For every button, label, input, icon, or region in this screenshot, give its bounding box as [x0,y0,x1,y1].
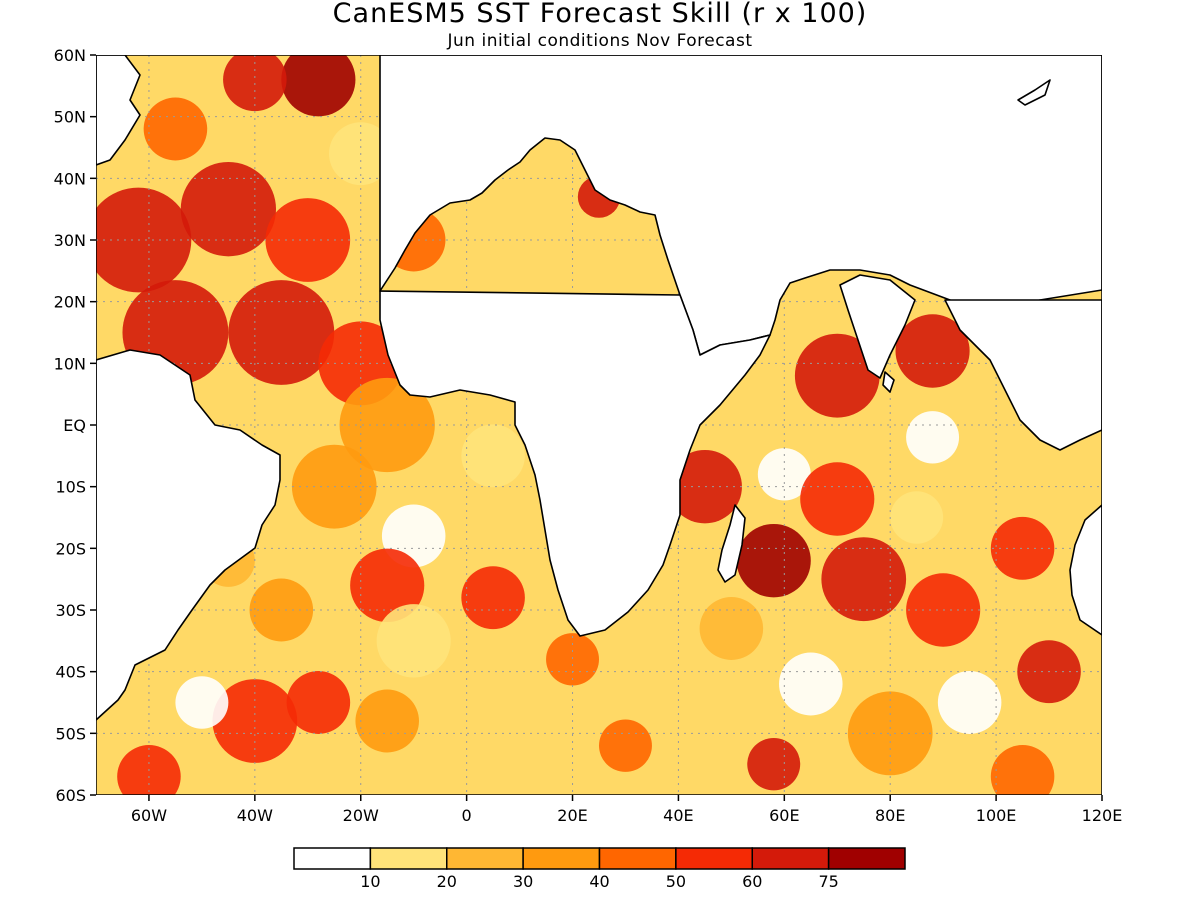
lon-tick-label: 60E [769,806,799,825]
southeast-asia-coast [944,299,1102,451]
lat-tick-label: 50N [54,108,86,127]
skill-region-39 [890,491,944,544]
skill-region-33 [895,314,970,388]
skill-region-20 [376,604,451,678]
lat-tick-label: 40N [54,169,86,188]
lon-tick-label: 40W [237,806,273,825]
skill-region-13 [461,424,525,488]
lon-tick-label: 60W [131,806,167,825]
colorbar-swatch [751,847,830,870]
north-america-coast [96,55,141,166]
india-coast [839,274,916,379]
skill-region-30 [667,449,742,524]
south-america-coast [96,349,281,721]
lon-tick-label: 100E [976,806,1017,825]
lat-tick-label: EQ [63,416,86,435]
colorbar-swatch [293,847,372,870]
latitude-axis: 60N 50N 40N 30N 20N 10N EQ 10S 20S 30S 40S 50S 60S [54,46,96,805]
skill-region-46 [990,745,1055,795]
colorbar-label: 20 [437,872,457,891]
skill-region-22 [286,671,351,734]
skill-field [96,55,1081,795]
colorbar-label: 40 [589,872,609,891]
colorbar-swatch [369,847,448,870]
skill-region-43 [937,671,1002,734]
lat-tick-label: 30N [54,231,86,250]
northeast-asia-islands [1017,79,1051,106]
colorbar-label: 30 [513,872,533,891]
lon-tick-label: 120E [1082,806,1123,825]
skill-region-9 [143,97,208,161]
skill-region-45 [779,652,843,716]
skill-region-26 [546,633,599,686]
skill-region-24 [175,676,229,729]
colorbar-swatch [522,847,601,870]
colorbar-swatch [675,847,753,870]
colorbar-swatch [827,847,906,870]
lon-tick-label: 40E [663,806,693,825]
skill-region-16 [350,548,425,623]
skill-region-0 [96,187,192,293]
australia-coast [1069,504,1102,636]
lon-tick-label: 20E [557,806,587,825]
land-masses [96,55,1102,721]
skill-region-4 [228,280,335,385]
skill-region-37 [800,462,875,536]
longitude-axis: 60W 40W 20W 0 20E 40E 60E 80E 100E 120E [131,795,1122,825]
lat-tick-label: 50S [55,724,86,743]
skill-region-31 [757,448,811,501]
skill-region-6 [281,55,356,117]
lat-tick-label: 40S [55,663,86,682]
colorbar-label: 10 [360,872,380,891]
africa-coast [379,290,771,637]
colorbar-label: 50 [666,872,686,891]
skill-region-35 [821,537,907,622]
lat-tick-label: 20N [54,293,86,312]
skill-region-40 [990,516,1055,580]
skill-region-29 [599,719,652,772]
madagascar-coast [717,504,746,583]
lat-tick-label: 30S [55,601,86,620]
skill-region-1 [180,161,277,257]
map-title: CanESM5 SST Forecast Skill (r x 100) [333,0,868,29]
lon-tick-label: 0 [462,806,472,825]
lat-tick-label: 60N [54,46,86,65]
sri-lanka-coast [882,371,895,393]
skill-region-44 [847,691,933,776]
colorbar-swatch [598,847,677,870]
skill-region-12 [339,377,435,473]
colorbar-label: 60 [742,872,762,891]
skill-region-28 [747,737,801,791]
lat-tick-label: 10N [54,354,86,373]
lat-tick-label: 20S [55,539,86,558]
skill-region-32 [794,333,880,418]
lat-tick-label: 60S [55,786,86,805]
colorbar: 10 20 30 40 50 60 75 [293,847,906,891]
colorbar-swatch [446,847,524,870]
map-grid [96,55,1102,795]
skill-region-38 [906,411,960,464]
lon-tick-label: 20W [343,806,379,825]
skill-region-25 [355,689,419,753]
map-subtitle: Jun initial conditions Nov Forecast [447,31,753,51]
skill-region-7 [223,55,287,112]
skill-region-27 [699,597,764,660]
africa-eurasia-coast [379,55,1102,356]
skill-region-34 [736,523,811,598]
colorbar-label: 75 [818,872,838,891]
skill-region-18 [249,578,314,642]
lon-tick-label: 80E [875,806,905,825]
skill-region-17 [461,566,525,630]
lat-tick-label: 10S [55,478,86,497]
